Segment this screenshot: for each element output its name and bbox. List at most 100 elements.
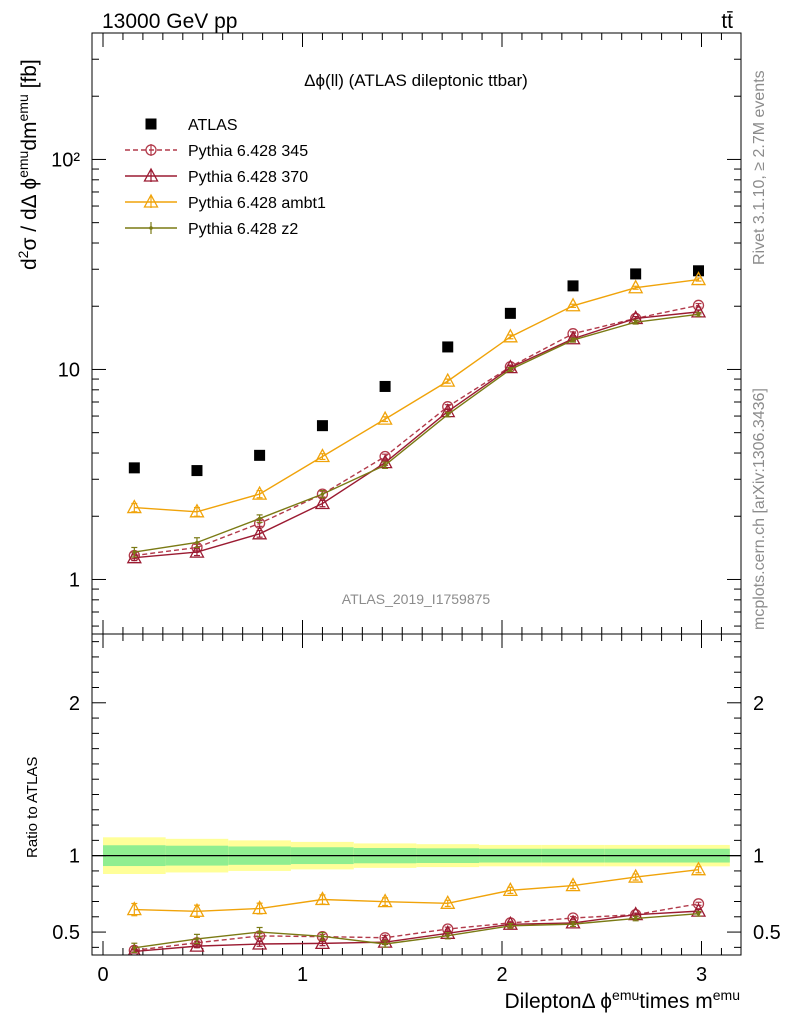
legend-marker: [143, 193, 159, 208]
y-tick-label: 1: [69, 569, 80, 591]
data-point: [440, 372, 456, 387]
data-point: [126, 901, 142, 916]
data-point: [377, 893, 393, 908]
ratio-axis-ticks: 0.5 0.5 1 1 2 2 0 1 2 3: [52, 634, 781, 986]
data-point: [502, 359, 518, 374]
series-pythia-6-428-370: [127, 902, 707, 955]
data-point: [633, 916, 638, 921]
data-point: [508, 367, 513, 372]
legend-marker: [145, 144, 157, 156]
data-point: [565, 914, 581, 929]
data-point: [565, 330, 581, 345]
series-line: [134, 913, 699, 949]
data-point: [696, 312, 701, 317]
y-tick-label-right: 0.5: [753, 922, 781, 944]
legend: ATLAS Pythia 6.428 345 Pythia 6.428 370 Pyt…: [125, 117, 326, 238]
ratio-panel-series: [126, 861, 707, 955]
series-line: [134, 313, 699, 553]
series-pythia-6-428-ambt1: [126, 271, 707, 518]
data-point: [379, 380, 391, 392]
legend-item-pythia-6-428-345: Pythia 6.428 345: [125, 143, 308, 160]
series-line: [134, 311, 699, 559]
legend-marker: [143, 167, 159, 182]
analysis-watermark: ATLAS_2019_I1759875: [342, 591, 491, 607]
data-point: [314, 448, 331, 463]
data-point: [128, 462, 140, 474]
data-point: [690, 861, 707, 876]
x-tick-label: 2: [496, 964, 507, 986]
data-point: [567, 280, 579, 292]
series-line: [134, 910, 699, 953]
data-point: [628, 279, 644, 294]
y-tick-label: 0.5: [52, 922, 80, 944]
data-point: [565, 877, 581, 892]
ratio-y-axis-label: Ratio to ATLAS: [24, 757, 41, 858]
series-pythia-6-428-ambt1: [126, 861, 707, 918]
data-point: [189, 543, 205, 558]
data-point: [692, 898, 705, 910]
data-point: [508, 924, 513, 928]
data-point: [132, 550, 137, 554]
data-point: [257, 930, 262, 934]
data-point: [502, 881, 518, 896]
data-point: [320, 934, 325, 939]
y-tick-label-right: 1: [753, 846, 764, 868]
legend-item-pythia-6-428-ambt1: Pythia 6.428 ambt1: [125, 193, 326, 212]
legend-item-pythia-6-428-370: Pythia 6.428 370: [125, 167, 308, 186]
x-axis-label: DileptonΔ ϕemutimes memu: [505, 987, 741, 1013]
series-pythia-6-428-z2: [131, 311, 702, 558]
legend-label: Pythia 6.428 z2: [188, 221, 298, 238]
rivet-label: Rivet 3.1.10, ≥ 2.7M events: [751, 70, 768, 265]
series-line: [134, 304, 699, 557]
energy-label: 13000 GeV pp: [102, 10, 237, 33]
legend-item-atlas: ATLAS: [145, 117, 238, 134]
data-point: [316, 488, 329, 500]
legend-marker: [149, 226, 153, 230]
data-point: [571, 922, 575, 926]
series-pythia-6-428-345: [128, 299, 705, 562]
data-point: [383, 942, 387, 946]
x-tick-label: 0: [97, 964, 108, 986]
y-tick-label: 10²: [51, 149, 80, 171]
data-point: [383, 463, 387, 468]
data-point: [442, 341, 454, 353]
legend-marker: [145, 118, 157, 130]
series-line: [134, 869, 699, 912]
data-point: [126, 549, 142, 564]
data-point: [252, 935, 268, 950]
data-point: [445, 412, 450, 417]
data-point: [445, 933, 450, 938]
data-point: [126, 499, 142, 514]
data-point: [314, 495, 331, 510]
legend-label: Pythia 6.428 370: [188, 169, 308, 186]
data-point: [316, 420, 328, 432]
data-point: [257, 516, 262, 521]
process-label: tt̄: [721, 10, 733, 33]
data-point: [254, 449, 266, 461]
data-point: [189, 902, 205, 917]
ratio-panel-frame: [91, 633, 742, 956]
data-point: [132, 946, 137, 950]
top-y-axis-label: d2σ / dΔ ϕemudmemu [fb]: [15, 59, 41, 270]
data-point: [252, 485, 268, 500]
data-point: [320, 492, 325, 496]
data-point: [633, 320, 638, 324]
top-panel-series: [126, 265, 707, 564]
data-point: [690, 271, 707, 286]
x-tick-label: 3: [696, 964, 707, 986]
data-point: [377, 410, 393, 425]
data-point: [502, 328, 518, 343]
data-point: [565, 297, 581, 312]
legend-label: Pythia 6.428 345: [188, 143, 308, 160]
data-point: [191, 465, 203, 477]
data-point: [440, 894, 456, 909]
legend-item-pythia-6-428-z2: Pythia 6.428 z2: [125, 221, 298, 238]
data-point: [127, 943, 141, 955]
series-pythia-6-428-345: [128, 898, 705, 955]
data-point: [630, 268, 642, 280]
series-pythia-6-428-370: [126, 303, 707, 564]
plot-title: Δϕ(ll) (ATLAS dileptonic ttbar): [304, 71, 528, 90]
y-tick-label: 1: [69, 846, 80, 868]
legend-label: ATLAS: [188, 117, 238, 134]
